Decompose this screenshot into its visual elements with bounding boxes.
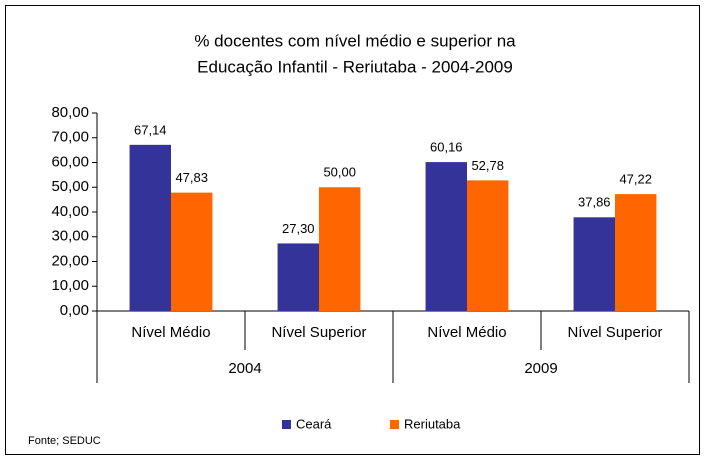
data-label: 50,00 [323, 165, 356, 180]
data-label: 37,86 [578, 195, 611, 210]
bar [171, 192, 213, 311]
legend-label: Reriutaba [404, 416, 461, 431]
bar [319, 187, 361, 311]
y-tick-label: 30,00 [51, 228, 89, 245]
y-tick-label: 0,00 [60, 302, 89, 319]
y-tick-label: 40,00 [51, 203, 89, 220]
chart-title: Educação Infantil - Reriutaba - 2004-200… [197, 57, 513, 76]
x-tick-label: Nível Superior [567, 324, 662, 341]
legend-swatch [390, 420, 399, 429]
bar [467, 180, 509, 311]
data-label: 60,16 [430, 140, 463, 155]
chart-title: % docentes com nível médio e superior na [194, 31, 516, 50]
bar [425, 162, 467, 311]
x-tick-label: Nível Médio [131, 324, 210, 341]
group-label: 2004 [228, 360, 261, 377]
bar [573, 217, 615, 311]
group-label: 2009 [524, 360, 557, 377]
legend-label: Ceará [296, 416, 332, 431]
x-tick-label: Nível Superior [271, 324, 366, 341]
y-tick-label: 60,00 [51, 153, 89, 170]
source-note: Fonte; SEDUC [28, 435, 101, 447]
bar [277, 243, 319, 311]
bar [129, 144, 171, 311]
legend-swatch [282, 420, 291, 429]
bar [615, 194, 657, 311]
y-tick-label: 10,00 [51, 277, 89, 294]
data-label: 52,78 [471, 158, 504, 173]
data-label: 47,83 [175, 170, 208, 185]
y-tick-label: 20,00 [51, 252, 89, 269]
y-tick-label: 50,00 [51, 178, 89, 195]
y-tick-label: 70,00 [51, 129, 89, 146]
data-label: 27,30 [282, 221, 315, 236]
data-label: 67,14 [134, 122, 167, 137]
data-label: 47,22 [619, 172, 652, 187]
x-tick-label: Nível Médio [427, 324, 506, 341]
y-tick-label: 80,00 [51, 104, 89, 121]
